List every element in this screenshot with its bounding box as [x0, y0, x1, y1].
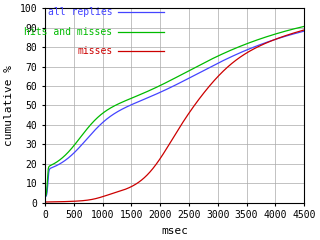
Text: misses: misses	[77, 46, 112, 56]
Y-axis label: cumulative %: cumulative %	[4, 65, 14, 146]
Text: hits and misses: hits and misses	[24, 26, 112, 36]
X-axis label: msec: msec	[161, 226, 188, 236]
Text: all replies: all replies	[48, 7, 112, 17]
